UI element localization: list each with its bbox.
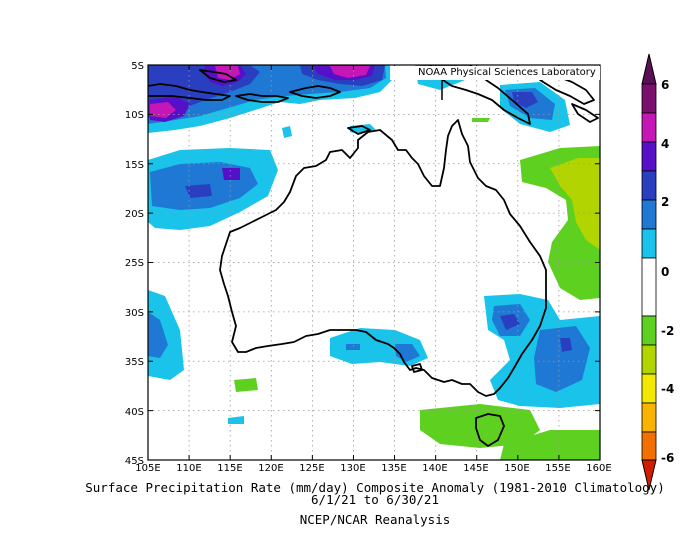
- colorbar-label: 0: [661, 265, 669, 279]
- lon-tick-label: 105E: [135, 463, 160, 474]
- colorbar-label: 4: [661, 137, 669, 151]
- field-south-green-2: [420, 404, 540, 448]
- colorbar-segment: [641, 199, 657, 230]
- lat-tick-label: 20S: [125, 209, 144, 220]
- field-south-green-1: [234, 378, 258, 392]
- australia-mainland-coast: [219, 119, 547, 397]
- lon-tick-label: 160E: [586, 463, 611, 474]
- colorbar-segment: [641, 228, 657, 259]
- field-south-green-3: [500, 430, 600, 460]
- colorbar-label: -4: [661, 382, 674, 396]
- lat-tick-label: 15S: [125, 160, 144, 171]
- colorbar-segment: [641, 373, 657, 404]
- field-small-green-1: [472, 118, 490, 122]
- field-small-blue-3: [228, 416, 244, 424]
- lon-tick-label: 110E: [176, 463, 201, 474]
- lat-tick-label: 10S: [125, 110, 144, 121]
- timor-coast: [289, 85, 341, 99]
- tasmania-coast: [475, 413, 505, 447]
- field-south-aus-3: [346, 344, 360, 350]
- lat-tick-label: 25S: [125, 258, 144, 269]
- colorbar-top-arrow: [641, 53, 657, 85]
- new-guinea-coast: [429, 65, 531, 125]
- lon-tick-label: 155E: [545, 463, 570, 474]
- field-tasman: [534, 326, 590, 392]
- kangaroo-island: [411, 363, 423, 373]
- latitude-labels: 5S 10S 15S 20S 25S 30S 35S 40S 45S: [125, 61, 144, 467]
- colorbar-segment: [641, 402, 657, 433]
- celebes-coast: [199, 69, 237, 83]
- axis-ticks: [147, 64, 601, 461]
- colorbar-bottom-arrow: [641, 459, 657, 491]
- field-coral-sea-3: [512, 92, 538, 108]
- colorbar-label: -6: [661, 451, 674, 465]
- field-ne-negative-2: [550, 158, 600, 250]
- map-caption-dates: 6/1/21 to 6/30/21: [311, 492, 439, 507]
- java-coast: [148, 83, 231, 101]
- colorbar-segment: [641, 431, 657, 461]
- lon-tick-label: 130E: [340, 463, 365, 474]
- credit-label: NOAA Physical Sciences Laboratory: [390, 66, 600, 80]
- map-caption-title: Surface Precipitation Rate (mm/day) Comp…: [85, 480, 665, 495]
- lon-tick-label: 125E: [299, 463, 324, 474]
- field-timor-max-3: [330, 66, 370, 78]
- coastlines: [148, 65, 599, 447]
- lon-tick-label: 140E: [422, 463, 447, 474]
- lon-tick-label: 115E: [217, 463, 242, 474]
- field-west-indian-3: [185, 184, 212, 198]
- lon-tick-label: 120E: [258, 463, 283, 474]
- lat-tick-label: 30S: [125, 308, 144, 319]
- longitude-labels: 105E 110E 115E 120E 125E 130E 135E 140E …: [135, 463, 611, 474]
- colorbar-label: 6: [661, 78, 669, 92]
- anomaly-shading: [148, 65, 600, 460]
- lat-tick-label: 5S: [131, 61, 144, 72]
- lat-tick-label: 35S: [125, 357, 144, 368]
- lon-tick-label: 135E: [381, 463, 406, 474]
- melville-island: [347, 125, 371, 135]
- field-east-coast-3: [500, 314, 520, 330]
- colorbar-segment: [641, 315, 657, 346]
- map-caption-source: NCEP/NCAR Reanalysis: [299, 512, 451, 527]
- lon-tick-label: 150E: [504, 463, 529, 474]
- field-tasman-2: [560, 338, 572, 352]
- colorbar-segment: [641, 141, 657, 172]
- lon-tick-label: 145E: [463, 463, 488, 474]
- lat-tick-label: 45S: [125, 456, 144, 467]
- colorbar-segment: [641, 112, 657, 143]
- field-north-band-5: [215, 66, 240, 80]
- colorbar-segment: [641, 257, 657, 317]
- colorbar-segment: [641, 344, 657, 375]
- field-west-indian-4: [222, 168, 240, 180]
- field-small-blue-1: [282, 126, 292, 138]
- colorbar-label: -2: [661, 324, 674, 338]
- lat-tick-label: 40S: [125, 407, 144, 418]
- sunda-islands-coast: [235, 93, 289, 103]
- solomon-coast: [571, 103, 599, 123]
- colorbar-segment: [641, 170, 657, 201]
- colorbar: 6 4 2 0 -2 -4 -6: [641, 53, 674, 491]
- field-sw-positive-2: [148, 312, 168, 358]
- colorbar-segment: [641, 83, 657, 114]
- colorbar-label: 2: [661, 195, 669, 209]
